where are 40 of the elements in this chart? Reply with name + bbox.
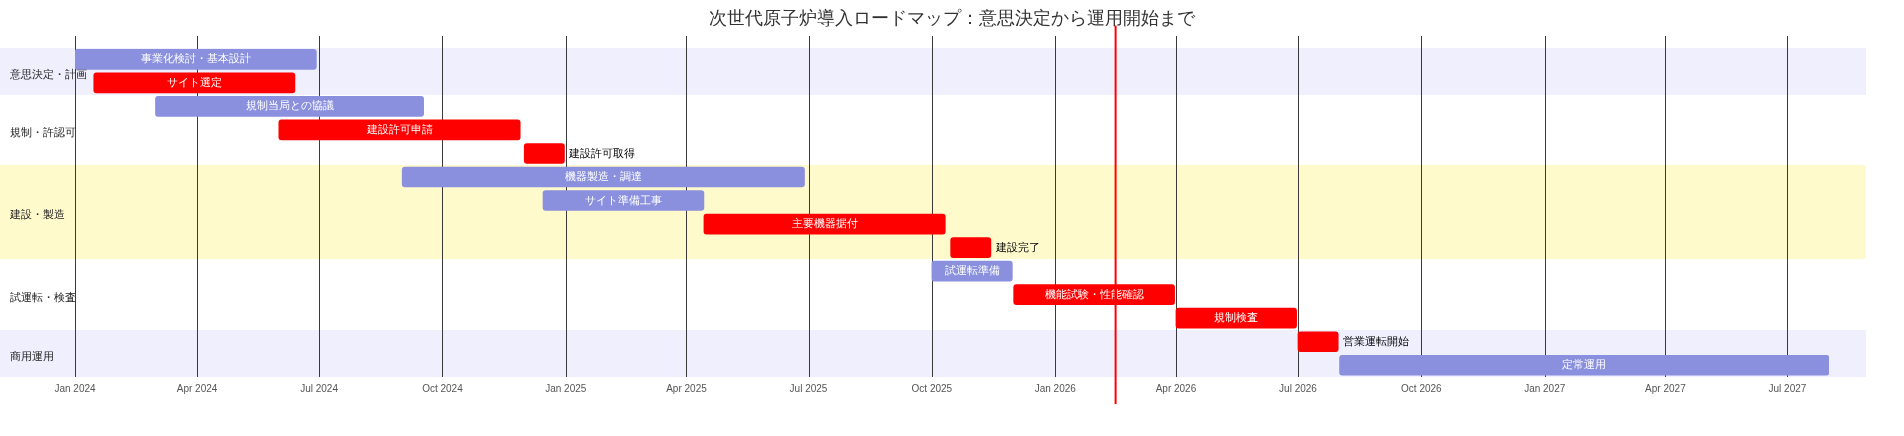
x-tick-label: Jan 2027 [1524,382,1566,394]
x-tick-label: Jul 2027 [1768,382,1807,394]
bar [950,237,992,258]
x-tick-label: Oct 2024 [422,382,464,394]
x-tick-label: Jul 2026 [1279,382,1318,394]
y-tick-label: 建設完了 [994,240,1040,253]
y-tick-label: 主要機器据付 [791,217,858,230]
y-tick-label: 事業化検討・基本設計 [140,52,251,65]
y-tick-label: 規制検査 [1214,311,1259,324]
band-label: 建設・製造 [9,208,65,221]
x-tick-label: Apr 2027 [1645,382,1687,394]
bar [542,190,705,211]
x-tick-label: Oct 2025 [911,382,953,394]
x-tick-label: Jul 2025 [789,382,828,394]
bar [155,96,424,117]
y-tick-label: 定常運用 [1562,358,1607,371]
y-tick-label: 試運転準備 [944,264,1000,277]
bar [523,143,565,164]
bar [93,72,296,94]
chart-title: 次世代原子炉導入ロードマップ：意思決定から運用開始まで [709,7,1196,28]
bar [1297,331,1339,353]
x-tick-label: Apr 2026 [1155,382,1197,394]
annotation: 規制・許認可 [10,125,76,138]
y-tick-label: 建設許可申請 [365,122,433,135]
band-label: 商用運用 [10,349,54,362]
y-tick-label: サイト準備工事 [584,193,662,206]
x-tick-label: Jan 2024 [54,382,97,394]
y-tick-label: 機器製造・調達 [564,170,642,183]
x-tick-label: Jan 2026 [1034,382,1077,394]
y-tick-label: 営業運転開始 [1343,334,1410,347]
x-tick-label: Oct 2026 [1401,382,1443,394]
x-tick-label: Apr 2025 [666,382,708,394]
y-tick-label: 規制当局との協議 [245,99,334,112]
x-tick-label: Jul 2024 [300,382,339,394]
bar [401,166,805,188]
x-tick-label: Jan 2025 [545,382,587,394]
bar [1339,354,1829,376]
y-tick-label: サイト選定 [166,75,222,88]
x-tick-label: Apr 2024 [176,382,218,394]
y-tick-label: 建設許可取得 [568,146,636,159]
